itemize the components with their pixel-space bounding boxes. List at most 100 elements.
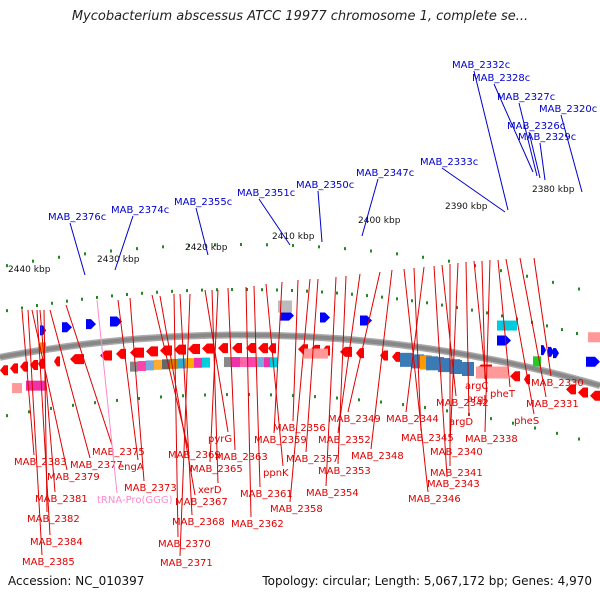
- forward-gene: [553, 348, 559, 359]
- scale-tick: [578, 287, 580, 291]
- reverse-gene-label: MAB_2354: [306, 488, 359, 499]
- scale-tick: [552, 280, 554, 284]
- feature-box: [240, 357, 248, 367]
- feature-box: [264, 357, 272, 368]
- reverse-gene-label: MAB_2346: [408, 494, 461, 505]
- feature-box: [533, 356, 541, 367]
- leader-line: [481, 260, 486, 380]
- reverse-gene-label: MAB_2369: [168, 450, 221, 461]
- leader-line: [129, 297, 145, 482]
- leader-line: [484, 259, 491, 433]
- leader-line: [204, 289, 229, 433]
- scale-tick: [188, 244, 190, 248]
- reverse-gene: [188, 344, 200, 355]
- reverse-gene: [246, 343, 256, 354]
- scale-tick: [500, 269, 502, 273]
- reverse-gene-label: MAB_2358: [270, 504, 323, 515]
- outer-tick: [51, 301, 53, 305]
- leader-line: [114, 215, 134, 271]
- scale-label: 2380 kbp: [532, 185, 575, 195]
- reverse-gene: [590, 390, 600, 401]
- leader-line: [347, 271, 381, 413]
- leader-line: [533, 257, 552, 377]
- reverse-gene-label: MAB_2384: [30, 537, 83, 548]
- inner-tick: [336, 396, 338, 400]
- outer-tick: [366, 294, 368, 298]
- reverse-gene-label: MAB_2345: [401, 433, 454, 444]
- reverse-gene: [258, 343, 268, 354]
- reverse-gene-label: MAB_2367: [175, 497, 228, 508]
- leader-line: [195, 207, 209, 256]
- scale-tick: [136, 247, 138, 251]
- reverse-gene: [130, 347, 144, 358]
- leader-line: [211, 289, 219, 484]
- reverse-gene: [510, 371, 520, 382]
- inner-tick: [138, 396, 140, 400]
- leader-line: [473, 70, 509, 211]
- reverse-gene: [100, 350, 112, 361]
- feature-box: [194, 357, 202, 368]
- reverse-gene-label: MAB_2377: [70, 460, 123, 471]
- outer-tick: [576, 331, 578, 335]
- reverse-gene-label: MAB_2338: [465, 434, 518, 445]
- inner-tick: [512, 421, 514, 425]
- feature-box: [146, 360, 154, 371]
- outer-tick: [456, 306, 458, 309]
- reverse-gene-label: MAB_2371: [160, 558, 213, 569]
- leader-line: [31, 309, 68, 471]
- outer-tick: [501, 314, 503, 318]
- forward-gene-label: MAB_2326c: [507, 121, 565, 132]
- leader-line: [27, 309, 43, 556]
- feature-box: [178, 358, 186, 369]
- inner-tick: [28, 410, 30, 414]
- scale-label: 2390 kbp: [445, 202, 488, 212]
- feature-box: [588, 332, 600, 343]
- leader-line: [209, 289, 219, 463]
- forward-gene-label: MAB_2328c: [472, 73, 530, 84]
- outer-tick: [96, 295, 98, 299]
- feature-box: [224, 357, 232, 368]
- outer-tick: [141, 291, 143, 295]
- forward-gene: [497, 335, 511, 346]
- reverse-gene-label: MAB_2349: [328, 414, 381, 425]
- scale-tick: [110, 249, 112, 253]
- feature-box: [426, 356, 438, 371]
- reverse-gene: [232, 343, 242, 354]
- inner-tick: [424, 406, 426, 410]
- inner-tick: [556, 431, 558, 435]
- scale-label: 2440 kbp: [8, 265, 51, 275]
- forward-gene-label: MAB_2355c: [174, 197, 232, 208]
- reverse-gene-label: MAB_2363: [215, 452, 268, 463]
- inner-tick: [534, 426, 536, 430]
- outer-tick: [561, 328, 563, 332]
- inner-tick: [578, 437, 580, 441]
- leader-line: [337, 273, 361, 434]
- leader-line: [325, 276, 337, 487]
- reverse-gene-label: argJ: [467, 394, 486, 405]
- outer-tick: [276, 288, 278, 292]
- inner-tick: [248, 393, 250, 397]
- scale-tick: [6, 264, 8, 268]
- scale-tick: [240, 243, 242, 246]
- leader-line: [528, 131, 541, 179]
- inner-tick: [182, 394, 184, 398]
- reverse-gene-label: MAB_2379: [47, 472, 100, 483]
- scale-tick: [422, 255, 424, 259]
- feature-box: [497, 320, 517, 331]
- forward-gene-label: MAB_2327c: [497, 92, 555, 103]
- leader-line: [505, 258, 535, 415]
- chromosome-backbone: [0, 333, 600, 388]
- leader-line: [519, 257, 547, 398]
- leader-line: [560, 114, 583, 193]
- inner-tick: [402, 403, 404, 407]
- inner-tick: [270, 393, 272, 397]
- reverse-gene-label: MAB_2331: [526, 399, 579, 410]
- leader-line: [518, 102, 538, 177]
- leader-line: [493, 83, 534, 173]
- reverse-gene: [70, 354, 84, 365]
- outer-tick: [546, 324, 548, 328]
- inner-tick: [358, 398, 360, 402]
- leader-line: [245, 286, 252, 518]
- scale-tick: [474, 264, 476, 268]
